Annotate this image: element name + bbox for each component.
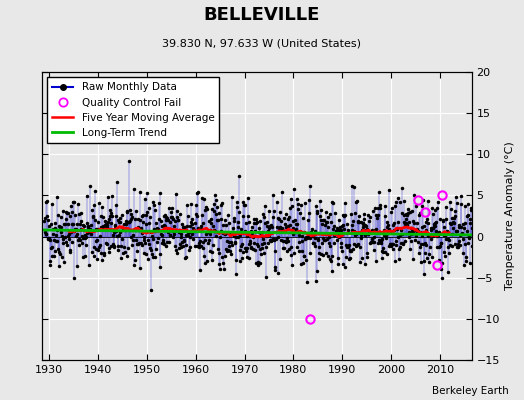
Text: 39.830 N, 97.633 W (United States): 39.830 N, 97.633 W (United States) [162,38,362,48]
Text: Berkeley Earth: Berkeley Earth [432,386,508,396]
Y-axis label: Temperature Anomaly (°C): Temperature Anomaly (°C) [505,142,516,290]
Text: BELLEVILLE: BELLEVILLE [204,6,320,24]
Legend: Raw Monthly Data, Quality Control Fail, Five Year Moving Average, Long-Term Tren: Raw Monthly Data, Quality Control Fail, … [47,77,220,143]
